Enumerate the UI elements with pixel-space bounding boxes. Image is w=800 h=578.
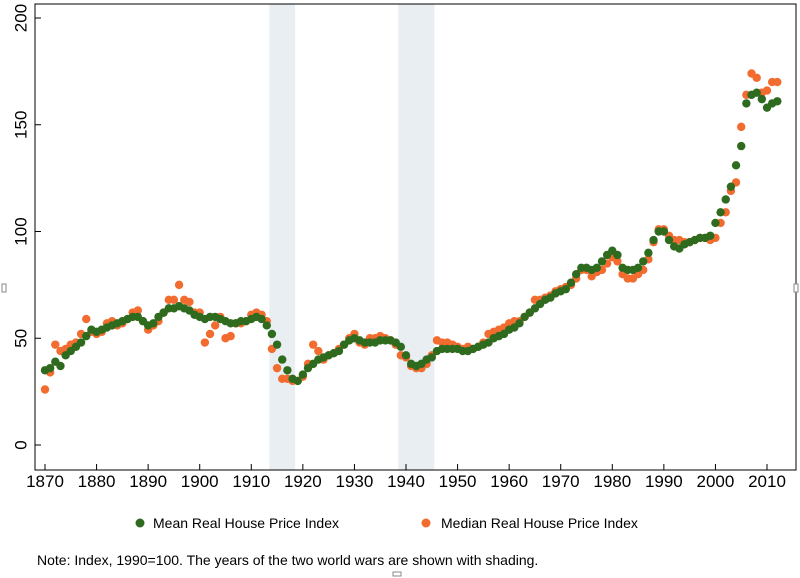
point-mean-1978 (597, 257, 607, 266)
point-mean-2002 (721, 195, 730, 204)
point-mean-2001 (716, 208, 725, 217)
point-mean-1990 (659, 227, 669, 236)
frame-handles (1, 283, 799, 577)
point-mean-2005 (737, 141, 746, 151)
x-tick-label-1890: 1890 (129, 472, 167, 491)
point-mean-1927 (334, 346, 344, 356)
point-median-1878 (82, 314, 91, 324)
point-median-1915 (272, 363, 282, 373)
point-mean-1914 (267, 329, 277, 339)
point-median-2010 (762, 86, 772, 95)
point-mean-2009 (757, 94, 767, 104)
x-tick-label-2010: 2010 (748, 472, 786, 491)
point-mean-1912 (257, 314, 266, 324)
point-mean-1972 (566, 278, 576, 287)
x-tick-label-1950: 1950 (439, 472, 477, 491)
x-tick-label-1910: 1910 (232, 472, 270, 491)
point-median-1896 (174, 280, 184, 290)
point-mean-1920 (298, 370, 308, 379)
y-axis: 0 50 100 150 200 (11, 4, 41, 450)
point-mean-2004 (731, 161, 741, 170)
point-mean-1891 (149, 319, 158, 328)
x-tick-label-1900: 1900 (181, 472, 219, 491)
point-median-1903 (210, 321, 220, 330)
point-mean-1988 (649, 235, 658, 245)
point-median-1901 (200, 338, 210, 347)
shaded-periods (269, 4, 435, 470)
x-tick-label-1920: 1920 (284, 472, 322, 491)
point-mean-1878 (82, 331, 91, 341)
y-tick-label-0: 0 (11, 440, 30, 449)
point-median-1923 (314, 346, 323, 356)
point-mean-1991 (664, 235, 674, 245)
point-mean-1940 (401, 351, 411, 360)
point-mean-1973 (571, 270, 581, 279)
point-mean-2000 (711, 218, 720, 228)
x-tick-label-2000: 2000 (697, 472, 735, 491)
point-mean-1939 (396, 342, 406, 351)
x-tick-label-1940: 1940 (387, 472, 425, 491)
y-tick-label-200: 200 (11, 4, 30, 32)
point-median-1922 (308, 340, 318, 349)
point-mean-1919 (293, 376, 302, 386)
y-tick-label-50: 50 (11, 329, 30, 348)
point-mean-1986 (639, 257, 648, 266)
point-mean-1977 (592, 263, 602, 272)
point-mean-1871 (45, 363, 55, 373)
point-mean-2003 (726, 182, 736, 191)
legend-label-median: Median Real House Price Index (441, 515, 638, 531)
point-mean-1873 (56, 361, 65, 371)
point-mean-1985 (633, 263, 643, 272)
point-mean-1945 (427, 353, 436, 362)
point-median-2005 (737, 122, 746, 132)
plot-area-frame (34, 3, 797, 471)
point-mean-1913 (262, 321, 271, 330)
x-tick-label-1960: 1960 (490, 472, 528, 491)
chart-note: Note: Index, 1990=100. The years of the … (37, 552, 538, 568)
point-mean-2008 (752, 88, 761, 97)
legend-marker-mean (135, 518, 145, 528)
point-mean-1971 (561, 284, 571, 294)
point-median-1902 (205, 329, 215, 339)
x-tick-label-1880: 1880 (78, 472, 116, 491)
point-mean-1962 (515, 319, 524, 328)
x-tick-label-1970: 1970 (542, 472, 580, 491)
point-median-1906 (226, 331, 235, 341)
war-shading-1914-1918 (269, 4, 296, 470)
point-mean-1915 (272, 340, 282, 349)
point-median-1870 (40, 385, 50, 394)
point-median-1888 (133, 306, 143, 315)
point-mean-1999 (706, 231, 715, 240)
point-median-1895 (169, 295, 179, 305)
point-median-2012 (773, 77, 782, 87)
point-median-2008 (752, 73, 761, 82)
legend-marker-median (421, 518, 431, 528)
point-mean-1981 (613, 250, 622, 260)
war-shading-1939-1945 (398, 4, 435, 470)
y-tick-label-150: 150 (11, 111, 30, 139)
point-mean-1877 (76, 338, 86, 347)
data-points (40, 69, 782, 394)
x-axis: 1870 1880 1890 1900 1910 1920 1930 1940 1950 1960… (26, 464, 786, 491)
point-mean-2006 (742, 99, 751, 108)
point-mean-2012 (773, 97, 782, 106)
legend: Mean Real House Price Index Median Real … (135, 515, 638, 531)
point-mean-1916 (278, 355, 287, 364)
x-tick-label-1930: 1930 (336, 472, 374, 491)
point-median-1981 (613, 257, 622, 266)
x-tick-label-1870: 1870 (26, 472, 64, 491)
point-mean-1987 (644, 248, 653, 258)
y-tick-label-100: 100 (11, 217, 30, 245)
point-median-1872 (51, 340, 60, 349)
legend-label-mean: Mean Real House Price Index (153, 515, 339, 531)
point-mean-1917 (283, 366, 292, 375)
x-tick-label-1990: 1990 (645, 472, 683, 491)
point-median-1898 (185, 297, 194, 307)
x-tick-label-1980: 1980 (593, 472, 631, 491)
